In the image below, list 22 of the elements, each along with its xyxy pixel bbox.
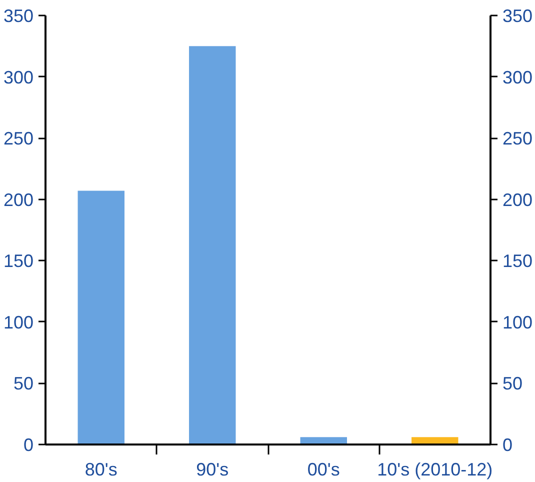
y2-tick-label: 300: [502, 67, 533, 88]
x-tick-label: 80's: [84, 460, 118, 480]
x-tick-label: 90's: [196, 460, 229, 480]
y2-tick-label: 150: [502, 251, 533, 272]
x-tick-label: 00's: [307, 460, 340, 480]
y-tick-label: 150: [3, 251, 34, 272]
y-tick-label: 300: [3, 67, 34, 88]
bar: [189, 46, 236, 444]
bar: [78, 190, 124, 444]
y2-tick-label: 350: [502, 6, 533, 26]
x-tick-label: 10's (2010-12): [377, 460, 493, 480]
y-tick-label: 50: [13, 374, 34, 394]
y2-tick-label: 50: [502, 374, 523, 394]
y2-tick-label: 100: [502, 312, 533, 332]
y2-tick-label: 0: [502, 435, 513, 455]
y-tick-label: 100: [3, 312, 34, 332]
y-tick-label: 350: [3, 6, 34, 26]
y-tick-label: 250: [3, 128, 34, 149]
y-tick-label: 200: [3, 190, 34, 210]
y-tick-label: 0: [23, 435, 34, 455]
y2-tick-label: 200: [502, 190, 533, 210]
y2-tick-label: 250: [502, 128, 533, 149]
